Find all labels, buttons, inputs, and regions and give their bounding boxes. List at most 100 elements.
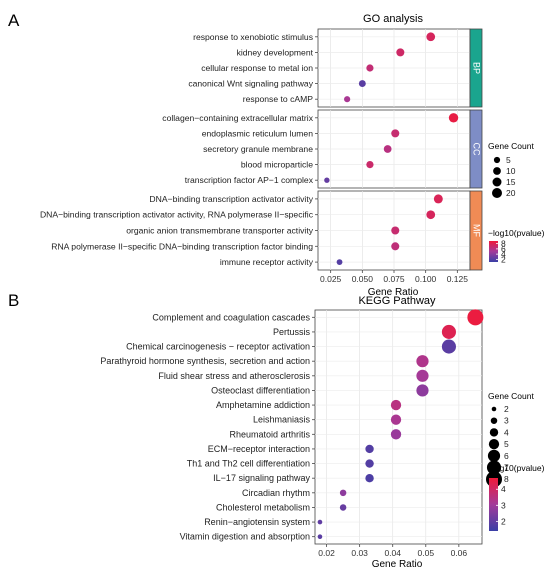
go-colorbar-label: 4 (501, 249, 506, 259)
kegg-point (365, 444, 374, 454)
kegg-term-label: Th1 and Th2 cell differentiation (187, 459, 310, 469)
go-point (433, 194, 443, 204)
kegg-point (416, 355, 429, 368)
kegg-xtick-label: 0.03 (351, 548, 368, 558)
kegg-size-key (490, 417, 498, 424)
go-point (366, 64, 374, 72)
go-point (366, 160, 374, 169)
kegg-point (339, 504, 347, 511)
kegg-term-label: Pertussis (273, 327, 311, 337)
go-point (396, 48, 405, 57)
kegg-term-label: Circadian rhythm (242, 488, 310, 498)
go-term-label: response to cAMP (243, 94, 313, 104)
go-point (391, 242, 400, 251)
panel-b-title: KEGG Pathway (358, 295, 436, 307)
kegg-term-label: Vitamin digestion and absorption (180, 532, 310, 542)
go-term-label: canonical Wnt signaling pathway (188, 79, 313, 89)
kegg-term-label: Osteoclast differentiation (211, 385, 310, 395)
kegg-xtick-label: 0.05 (418, 548, 435, 558)
kegg-size-key-label: 4 (504, 427, 509, 437)
go-point (391, 226, 400, 235)
kegg-point (317, 534, 323, 539)
go-point (324, 177, 330, 183)
go-term-label: transcription factor AP−1 complex (185, 175, 314, 185)
go-term-label: RNA polymerase II−specific DNA−binding t… (51, 241, 313, 251)
kegg-colorbar-label: 2 (501, 516, 506, 526)
go-term-label: cellular response to metal ion (201, 63, 313, 73)
go-colorbar-label: 6 (501, 244, 506, 254)
go-xtick-label: 0.125 (447, 274, 469, 284)
kegg-size-key (489, 428, 499, 437)
kegg-point (317, 519, 323, 525)
kegg-term-label: Rheumatoid arthritis (229, 429, 310, 439)
kegg-point (339, 489, 347, 497)
panel-b-letter: B (8, 291, 19, 310)
go-term-label: immune receptor activity (220, 257, 314, 267)
go-facet-strip (469, 109, 483, 189)
go-facet-strip (469, 190, 483, 271)
kegg-size-key-label: 6 (504, 451, 509, 461)
kegg-size-key (486, 460, 502, 475)
go-facet-strip-label: CC (472, 143, 482, 156)
go-point (391, 129, 400, 138)
kegg-point (416, 369, 429, 382)
kegg-size-key (491, 406, 497, 412)
panel-a-letter: A (8, 11, 20, 30)
kegg-colorbar-label: 4 (501, 484, 506, 494)
go-facet-bp: response to xenobiotic stimulus kidney de… (188, 28, 483, 108)
go-term-label: DNA−binding transcription activator acti… (149, 194, 313, 204)
go-facet-strip-label: BP (472, 62, 482, 74)
kegg-point (467, 309, 484, 326)
kegg-term-label: Renin−angiotensin system (204, 517, 310, 527)
kegg-size-key (488, 438, 500, 450)
go-size-key (491, 187, 503, 199)
go-color-legend-title: −log10(pvalue) (488, 228, 545, 238)
kegg-size-key-label: 5 (504, 439, 509, 449)
kegg-term-label: Amphetamine addiction (216, 400, 310, 410)
kegg-term-label: Cholesterol metabolism (216, 502, 310, 512)
kegg-size-key (487, 449, 501, 462)
kegg-point (441, 339, 456, 354)
go-size-key (492, 177, 502, 187)
go-plot: response to xenobiotic stimulus kidney de… (40, 28, 483, 284)
go-xtick-label: 0.100 (415, 274, 437, 284)
go-size-key-label: 10 (506, 166, 516, 176)
panel-a-xlabel: Gene Ratio (368, 287, 419, 298)
go-term-label: organic anion transmembrane transporter … (126, 226, 313, 236)
kegg-frame (314, 309, 483, 545)
kegg-xtick-label: 0.04 (384, 548, 401, 558)
kegg-point (390, 414, 402, 425)
kegg-xtick-label: 0.02 (318, 548, 335, 558)
go-count-legend-title: Gene Count (488, 141, 534, 151)
panel-b-xlabel: Gene Ratio (372, 559, 423, 570)
go-xtick-label: 0.050 (352, 274, 374, 284)
kegg-term-label: Leishmaniasis (253, 415, 311, 425)
go-point (426, 210, 436, 220)
kegg-point (416, 384, 429, 397)
kegg-point (390, 399, 402, 411)
go-facet-cc: collagen−containing extracellular matrix… (162, 109, 483, 189)
kegg-term-label: ECM−receptor interaction (208, 444, 310, 454)
go-term-label: DNA−binding transcription activator acti… (40, 210, 314, 220)
go-xtick-label: 0.025 (320, 274, 342, 284)
panel-a-title: GO analysis (363, 13, 423, 25)
go-xtick-label: 0.075 (383, 274, 405, 284)
kegg-point (390, 429, 402, 440)
kegg-term-label: IL−17 signaling pathway (213, 473, 310, 483)
go-colorbar (489, 241, 498, 262)
go-size-key (493, 156, 501, 164)
kegg-point (365, 473, 374, 483)
go-term-label: kidney development (237, 47, 314, 57)
kegg-point (365, 459, 374, 468)
go-facet-mf: DNA−binding transcription activator acti… (40, 190, 483, 271)
go-colorbar-label: 2 (501, 254, 506, 264)
go-point (426, 32, 436, 42)
kegg-size-key-label: 3 (504, 416, 509, 426)
kegg-xtick-label: 0.06 (451, 548, 468, 558)
kegg-term-label: Chemical carcinogenesis − receptor activ… (126, 342, 310, 352)
kegg-plot: Complement and coagulation cascades Pertu… (100, 309, 484, 558)
kegg-term-label: Complement and coagulation cascades (152, 312, 310, 322)
go-facet-strip (469, 28, 483, 108)
